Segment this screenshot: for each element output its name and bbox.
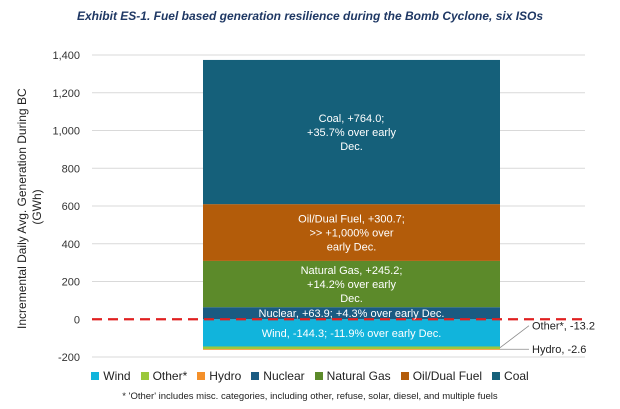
chart-title: Exhibit ES-1. Fuel based generation resi… — [76, 9, 544, 23]
bar-segment-natural_gas — [203, 260, 500, 308]
legend-item-oil_dual_fuel: Oil/Dual Fuel — [400, 369, 483, 383]
footnote: * 'Other' includes misc. categories, inc… — [122, 391, 498, 402]
legend-label-hydro: Hydro — [209, 369, 242, 383]
legend-label-natural_gas: Natural Gas — [326, 369, 391, 383]
legend-label-wind: Wind — [103, 369, 131, 383]
segment-label-natural_gas: Natural Gas, +245.2; +14.2% over early Dec… — [301, 265, 403, 305]
y-tick-label: 1,000 — [52, 126, 80, 138]
legend-label-other: Other* — [152, 369, 188, 383]
y-tick-label: 1,200 — [52, 88, 80, 100]
callout-leader-other — [499, 325, 530, 349]
y-tick-label: 200 — [62, 277, 80, 289]
side-label-other: Other*, -13.2 — [532, 321, 595, 333]
legend-label-oil_dual_fuel: Oil/Dual Fuel — [412, 369, 483, 383]
bar-segment-oil_dual_fuel — [203, 204, 500, 261]
segment-label-oil_dual_fuel: Oil/Dual Fuel, +300.7; >> +1,000% over ear… — [298, 214, 405, 254]
legend-item-other: Other* — [140, 369, 188, 383]
legend-swatch-wind — [91, 372, 100, 380]
segment-label-wind: Wind, -144.3; -11.9% over early Dec. — [262, 328, 442, 340]
legend-label-nuclear: Nuclear — [263, 369, 305, 383]
legend-item-hydro: Hydro — [197, 369, 241, 383]
legend-swatch-hydro — [197, 372, 206, 380]
side-label-hydro: Hydro, -2.6 — [532, 344, 586, 356]
y-tick-label: -200 — [58, 352, 80, 364]
segment-label-coal: Coal, +764.0; +35.7% over early Dec. — [307, 113, 396, 153]
segment-labels: Wind, -144.3; -11.9% over early Dec. Nucl… — [259, 113, 595, 356]
bar-segment-nuclear — [203, 307, 500, 320]
legend-swatch-coal — [492, 372, 501, 380]
legend-item-coal: Coal — [492, 369, 529, 383]
y-tick-label: 800 — [62, 163, 80, 175]
legend-label-coal: Coal — [504, 369, 529, 383]
y-tick-label: 400 — [62, 239, 80, 251]
legend-swatch-other — [140, 372, 149, 380]
y-tick-label: 600 — [62, 201, 80, 213]
bar-segments — [203, 59, 500, 350]
legend: Wind Other* Hydro Nuclear Natural Gas Oil/Dua… — [0, 369, 620, 383]
segment-label-nuclear: Nuclear, +63.9; +4.3% over early Dec. — [259, 308, 445, 320]
legend-item-wind: Wind — [91, 369, 131, 383]
legend-swatch-nuclear — [251, 372, 260, 380]
bar-segment-coal — [203, 59, 500, 205]
legend-swatch-oil_dual_fuel — [400, 372, 409, 380]
bar-segment-wind — [203, 319, 500, 347]
bar-segment-hydro — [203, 348, 500, 350]
y-tick-label: 1,400 — [52, 50, 80, 62]
y-tick-label: 0 — [74, 314, 80, 326]
y-axis-ticks: -200 0 200 400 600 800 1,000 1,200 1,400 — [52, 50, 80, 364]
legend-item-natural_gas: Natural Gas — [314, 369, 391, 383]
bar-segment-other — [203, 346, 500, 349]
legend-swatch-natural_gas — [314, 372, 323, 380]
y-axis-title: Incremental Daily Avg. Generation During… — [15, 85, 44, 329]
legend-item-nuclear: Nuclear — [251, 369, 305, 383]
